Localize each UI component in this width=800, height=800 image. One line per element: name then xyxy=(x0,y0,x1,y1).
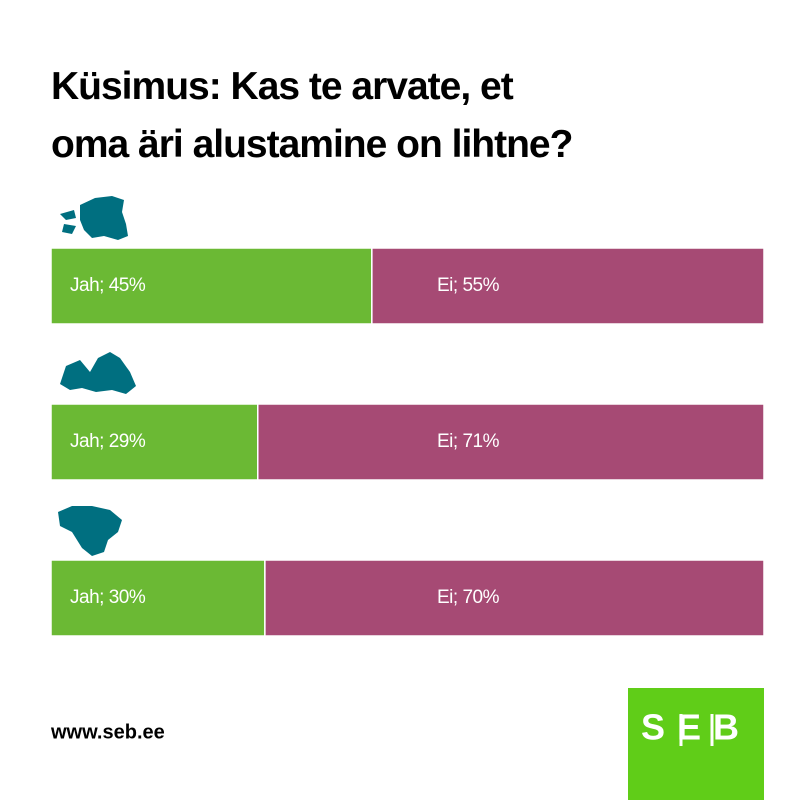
data-label: Jah; 30% xyxy=(70,587,146,608)
bar-segment xyxy=(50,247,373,325)
logo-text: SEB xyxy=(641,707,751,748)
latvia-map xyxy=(60,352,136,394)
bar-segment xyxy=(264,559,765,637)
footer-url: www.seb.ee xyxy=(50,721,165,743)
bar-segment xyxy=(371,247,765,325)
bar-segment xyxy=(257,403,765,481)
chart-title: Küsimus: Kas te arvate, et oma äri alust… xyxy=(51,65,573,166)
data-label: Jah; 29% xyxy=(70,431,146,452)
data-label: Jah; 45% xyxy=(70,275,146,296)
logo-box xyxy=(628,688,764,800)
bar-segment xyxy=(50,559,266,637)
data-label: Ei; 55% xyxy=(437,275,500,296)
data-label: Ei; 70% xyxy=(437,587,500,608)
data-label: Ei; 71% xyxy=(437,431,500,452)
bar-segment xyxy=(50,403,259,481)
lithuania-map xyxy=(58,506,122,556)
estonia-map xyxy=(60,196,128,240)
